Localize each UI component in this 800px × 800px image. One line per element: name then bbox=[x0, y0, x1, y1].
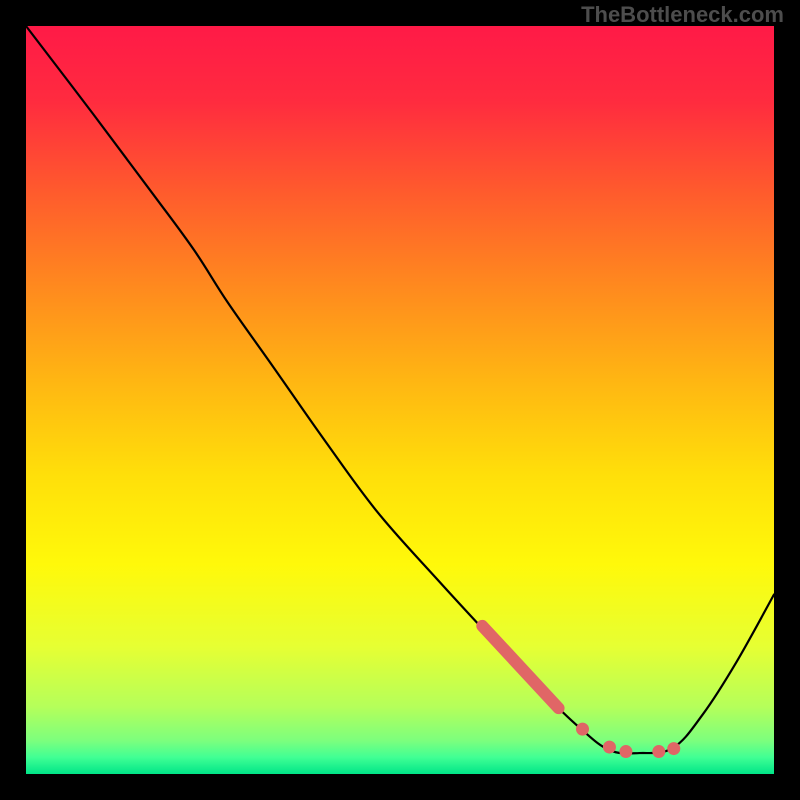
trough-dot bbox=[603, 741, 616, 754]
trough-dot bbox=[652, 745, 665, 758]
chart-container: { "watermark": { "text": "TheBottleneck.… bbox=[0, 0, 800, 800]
watermark-text: TheBottleneck.com bbox=[581, 2, 784, 28]
trough-dot bbox=[619, 745, 632, 758]
plot-background bbox=[26, 26, 774, 774]
bottleneck-chart bbox=[0, 0, 800, 800]
trough-dot bbox=[667, 742, 680, 755]
trough-dot bbox=[576, 723, 589, 736]
